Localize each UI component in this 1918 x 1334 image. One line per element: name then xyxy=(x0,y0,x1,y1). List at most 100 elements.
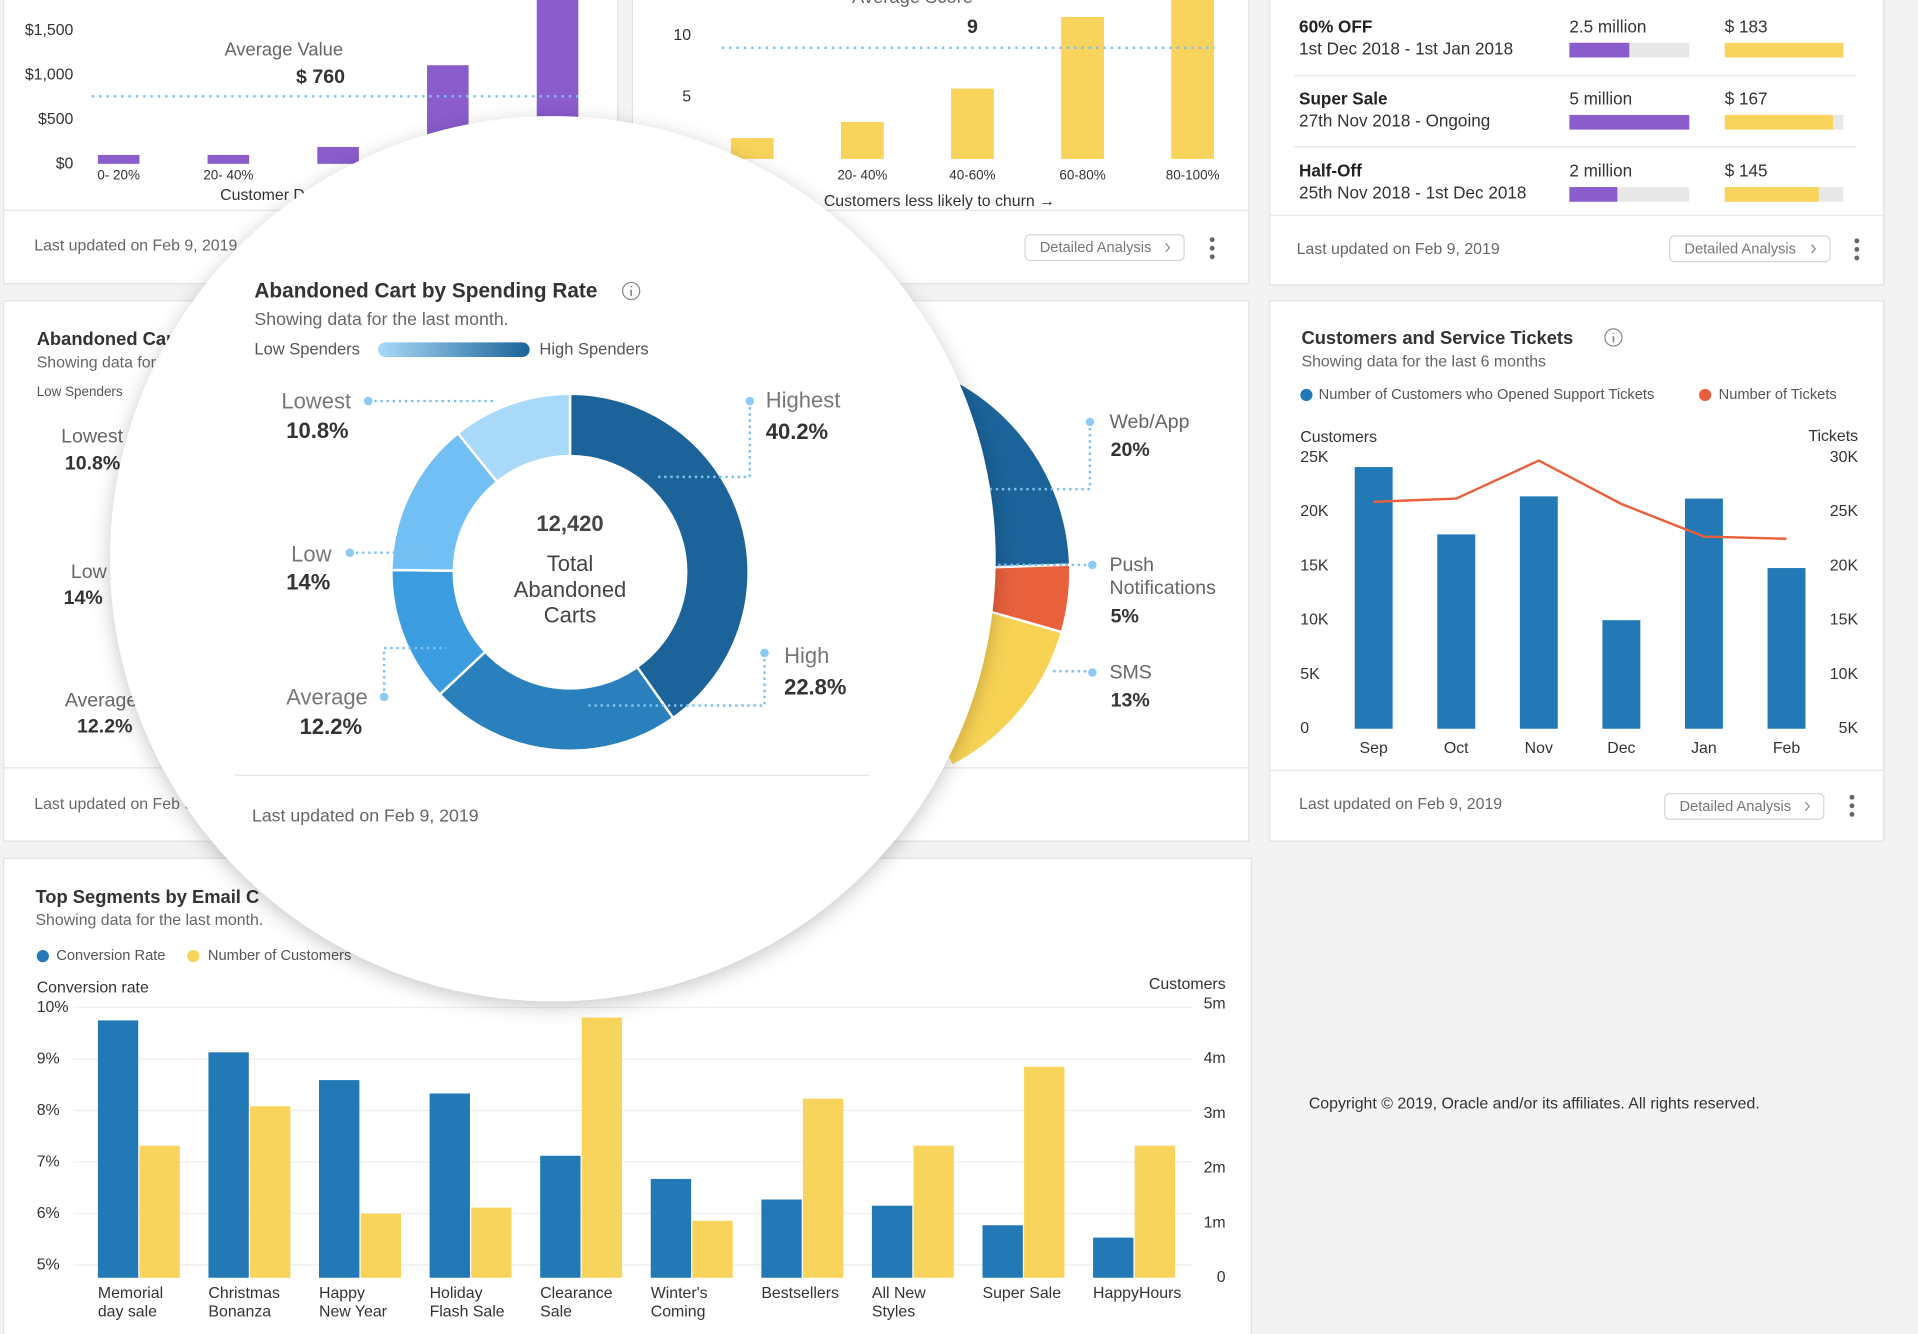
slice-label: Low xyxy=(291,541,331,566)
total-label: Total xyxy=(547,551,593,576)
footer: Last updated on Feb 9, 2019 xyxy=(1297,241,1500,258)
x-tick-label: Sale xyxy=(540,1303,572,1320)
slice-value: 22.8% xyxy=(784,675,846,700)
x-tick-label: Holiday xyxy=(430,1285,483,1302)
campaign-name: 60% OFF xyxy=(1299,17,1372,36)
x-tick-label: Sep xyxy=(1360,740,1388,757)
x-tick-label: Bestsellers xyxy=(761,1285,839,1302)
footer: Last updated on Feb 9, 2019 xyxy=(252,806,479,826)
chart-subtitle: Showing data for the last month. xyxy=(35,912,263,929)
spend-label: $ 167 xyxy=(1725,90,1768,109)
leader-dot xyxy=(1085,417,1095,427)
reach-bar xyxy=(1569,187,1618,202)
bar xyxy=(1134,1145,1176,1278)
x-tick-label: Happy xyxy=(319,1285,365,1302)
leader-line xyxy=(988,421,1092,491)
y2-tick-label: 3m xyxy=(1204,1105,1226,1122)
chart-subtitle: Showing data for the last month. xyxy=(254,309,508,329)
total-label: Abandoned xyxy=(514,577,627,602)
bar xyxy=(139,1145,180,1278)
menu-dot xyxy=(1849,803,1855,809)
slice-label: Web/App xyxy=(1109,411,1189,433)
bar xyxy=(317,146,359,164)
reach-label: 2.5 million xyxy=(1569,17,1646,36)
menu-dot xyxy=(1209,245,1215,251)
slice-label: Lowest xyxy=(61,426,124,448)
bar xyxy=(802,1098,844,1278)
magnifier xyxy=(110,116,996,1002)
y2-tick-label: 25K xyxy=(1830,503,1859,520)
spend-bar xyxy=(1724,187,1819,202)
bar xyxy=(207,154,250,164)
donut-slice xyxy=(568,392,750,720)
chevron xyxy=(1165,242,1171,253)
slice-label: Push xyxy=(1109,554,1154,576)
more-menu[interactable] xyxy=(1849,794,1855,817)
x-tick-label: Coming xyxy=(651,1303,706,1320)
slice-label: Average xyxy=(65,690,137,712)
leader-dot xyxy=(345,548,355,557)
bar xyxy=(1602,620,1641,729)
more-menu[interactable] xyxy=(1209,237,1215,260)
slice-value: 14% xyxy=(64,587,103,609)
y-tick-label: 9% xyxy=(37,1051,60,1068)
menu-dot xyxy=(1854,255,1860,261)
bar xyxy=(1519,496,1558,729)
spend-label: $ 145 xyxy=(1725,162,1768,181)
bar xyxy=(1171,0,1215,159)
legend-label: Number of Tickets xyxy=(1719,387,1837,403)
y2-tick-label: 5K xyxy=(1839,720,1859,737)
chart-title: Top Segments by Email C xyxy=(35,886,259,907)
x-tick-label: Memorial xyxy=(98,1285,163,1302)
x-tick-label: HappyHours xyxy=(1093,1285,1181,1302)
y-tick-label: 10% xyxy=(37,999,69,1016)
y-tick-label: 8% xyxy=(37,1102,60,1119)
detailed-analysis-button[interactable]: Detailed Analysis xyxy=(1669,235,1831,263)
detailed-analysis-button[interactable]: Detailed Analysis xyxy=(1664,792,1825,820)
y-tick-label: $500 xyxy=(38,111,73,128)
bar xyxy=(913,1145,954,1278)
y2-tick-label: 4m xyxy=(1204,1050,1226,1067)
legend-gradient xyxy=(377,342,530,358)
bar xyxy=(1061,16,1104,159)
slice-value: 13% xyxy=(1111,690,1150,712)
x-tick-label: Super Sale xyxy=(982,1285,1061,1302)
chart-title: Customers and Service Tickets xyxy=(1302,327,1574,348)
slice-label: High xyxy=(784,643,829,668)
button-label: Detailed Analysis xyxy=(1679,799,1791,815)
bar xyxy=(1024,1066,1065,1278)
bar xyxy=(730,137,774,159)
footer: Last updated on Feb 9, 2019 xyxy=(34,237,237,254)
bar xyxy=(581,1017,623,1278)
legend-marker xyxy=(36,950,49,963)
legend-label: Number of Customers xyxy=(208,948,351,964)
x-tick-label: New Year xyxy=(319,1303,388,1320)
y-tick-label: $1,500 xyxy=(25,22,74,39)
reach-bar xyxy=(1569,114,1690,130)
campaign-name: Super Sale xyxy=(1299,90,1387,109)
y2-axis-title: Tickets xyxy=(1808,428,1858,445)
y-tick-label: $0 xyxy=(56,155,74,172)
info-icon xyxy=(1604,328,1623,347)
x-axis-title: Customers less likely to churn → xyxy=(824,193,1055,210)
x-tick-label: 20- 40% xyxy=(837,167,887,182)
y-tick-label: 5 xyxy=(682,89,691,106)
campaign-dates: 27th Nov 2018 - Ongoing xyxy=(1299,112,1490,131)
menu-dot xyxy=(1209,237,1215,243)
detailed-analysis-button[interactable]: Detailed Analysis xyxy=(1024,234,1185,262)
y2-tick-label: 20K xyxy=(1830,557,1859,574)
copyright: Copyright © 2019, Oracle and/or its affi… xyxy=(1309,1096,1760,1113)
slice-value: 40.2% xyxy=(766,419,828,444)
slice-value: 12.2% xyxy=(77,715,132,737)
y2-tick-label: 5m xyxy=(1204,995,1226,1012)
button-frame xyxy=(1664,792,1825,820)
y-axis-title: Customers xyxy=(1300,429,1377,446)
average-title: Average Score xyxy=(852,0,973,7)
x-tick-label: 60-80% xyxy=(1059,167,1105,182)
bar xyxy=(1437,534,1476,729)
more-menu[interactable] xyxy=(1854,238,1860,261)
campaign-dates: 1st Dec 2018 - 1st Jan 2018 xyxy=(1299,39,1513,58)
x-tick-label: day sale xyxy=(98,1303,157,1320)
y-tick-label: $1,000 xyxy=(25,66,74,83)
slice-label: Lowest xyxy=(281,389,351,414)
